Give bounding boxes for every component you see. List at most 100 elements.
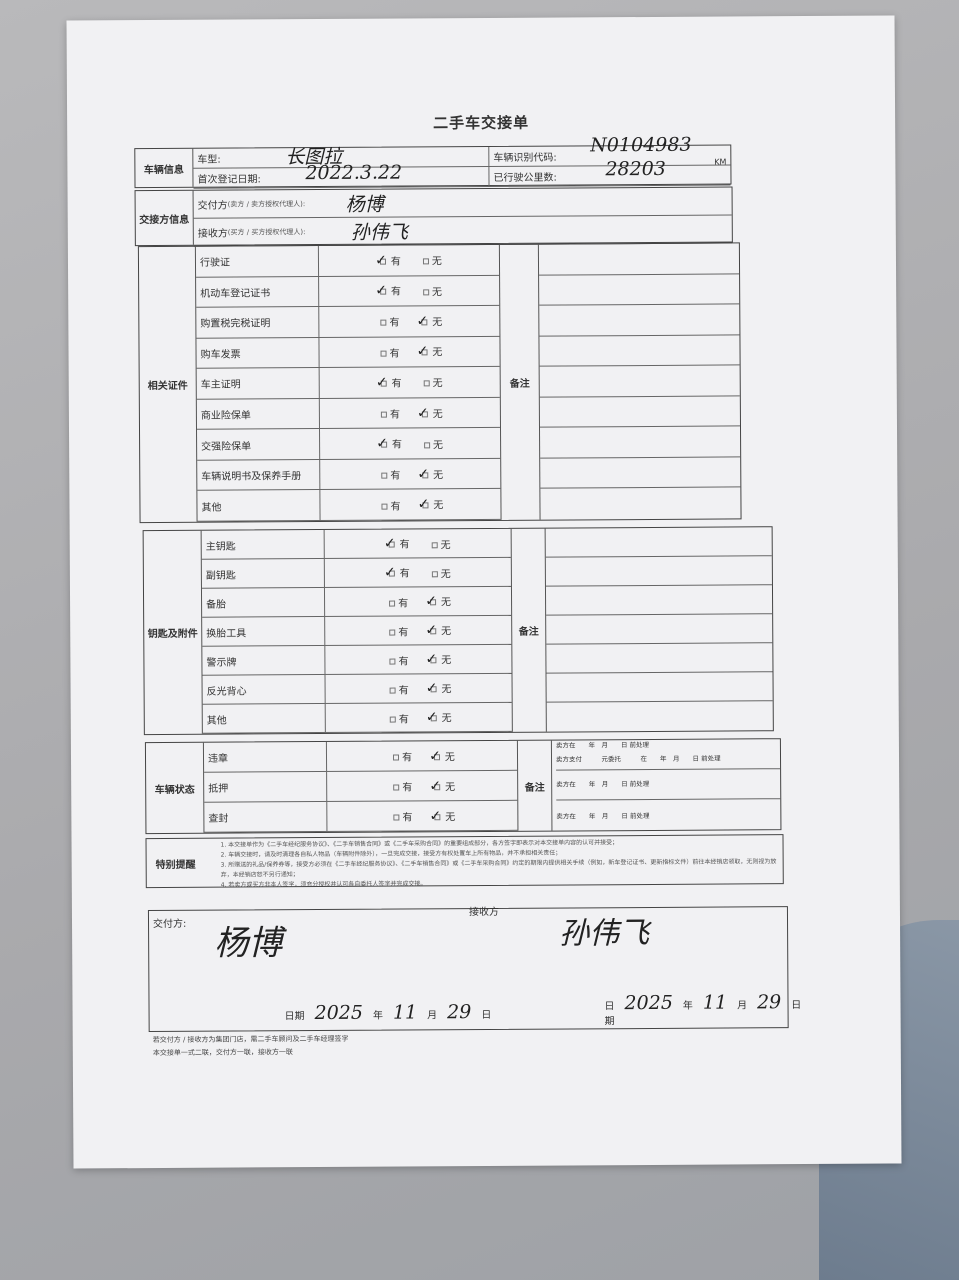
remark-line [540,488,740,520]
check-mark-icon: ✓ [429,747,441,764]
table-row: 行驶证 ✓ 有 无 [195,244,500,278]
option-label: 无 [432,347,443,359]
table-row: 警示牌 有 ✓ 无 [202,644,512,676]
option-label: 有 [398,597,409,610]
check-mark-icon: ✓ [375,252,387,269]
option-label: 无 [432,439,443,451]
check-cell: 有 ✓ 无 [325,645,511,674]
reg-date-value: 2022.3.22 [305,161,403,185]
remark-line [539,396,740,428]
keys-table: 钥匙及附件 主钥匙 ✓ 有无副钥匙 ✓ 有无备胎有 ✓ 无换胎工具有 ✓ 无警示牌有 ✓ 无反光背心… [142,526,774,736]
table-row: 主钥匙 ✓ 有 无 [201,528,511,560]
check-cell: 有 ✓ 无 [327,771,517,801]
option-no: ✓ 无 [416,313,442,329]
option-label: 无 [440,597,451,609]
option-no: ✓ 无 [425,622,451,638]
option-yes: 有 [381,467,400,482]
yes-no-checkbox: 有 ✓ 无 [324,496,500,513]
option-no: ✓ 无 [417,344,443,360]
mileage-unit: KM [714,157,727,167]
yes-no-checkbox: 有 ✓ 无 [330,709,512,726]
option-label: 有 [391,378,402,390]
option-yes: ✓ 有 [384,535,410,552]
remark-line [540,457,741,490]
option-yes: 有 [380,314,400,329]
check-mark-icon: ✓ [376,435,389,452]
option-yes: 有 [393,808,413,824]
vin-label: 车辆识别代码: [493,152,557,164]
option-label: 有 [390,286,402,298]
item-label: 购车发票 [196,337,320,368]
remark-label: 备注 [510,528,547,732]
yes-no-checkbox: 有 ✓ 无 [331,747,517,764]
option-label: 有 [402,752,413,764]
item-label: 副钥匙 [201,558,325,588]
receive-sign-label: 接收方 [468,906,499,919]
table-row: 反光背心 有 ✓ 无 [202,673,512,705]
option-label: 有 [399,568,410,580]
mileage-value: 28203 [605,157,666,181]
option-yes: 有 [389,681,409,696]
yes-no-checkbox: ✓ 有 无 [329,564,511,581]
yes-no-checkbox: ✓ 有 无 [324,374,500,391]
option-no: 无 [431,565,451,580]
checkbox-icon [389,716,396,723]
vehicle-info-section: 车辆信息 [135,148,194,188]
remark-line [545,556,772,587]
date-year: 2025 [314,1001,363,1025]
check-cell: 有 ✓ 无 [320,459,500,490]
table-row: 车辆说明书及保养手册 有 ✓ 无 [197,458,501,492]
item-label: 车主证明 [196,368,320,399]
deliver-signature: 杨博 [214,923,283,964]
footnote: 本交接单一式二联，交付方一联，接收方一联 [152,1048,293,1058]
option-yes: 有 [389,623,408,638]
option-label: 无 [432,378,443,390]
check-cell: ✓ 有 无 [319,245,499,276]
option-label: 有 [389,348,400,360]
check-cell: 有 ✓ 无 [320,398,500,429]
keys-section: 钥匙及附件 [143,530,203,735]
remark-note: 卖方在 年 月 日 前处理 [556,769,781,801]
documents-section: 相关证件 [138,246,198,523]
check-cell: 有 ✓ 无 [319,337,499,368]
item-label: 反光背心 [202,674,326,704]
item-label: 其他 [202,703,326,733]
check-cell: 有 ✓ 无 [326,674,512,703]
check-mark-icon: ✓ [417,465,430,483]
remark-line [547,701,773,731]
item-label: 交强险保单 [197,429,321,460]
checkbox-icon [422,258,429,265]
option-no: ✓ 无 [429,748,455,764]
option-no: 无 [422,253,442,268]
date-day: 29 [756,991,782,1014]
remark-line [539,365,740,398]
day-unit: 日 [791,1000,802,1012]
checkbox-icon [393,784,400,791]
check-mark-icon: ✓ [417,496,430,513]
checkbox-icon [389,658,396,665]
option-label: 无 [433,469,444,481]
checkbox-icon [389,687,396,694]
option-label: 无 [431,256,442,268]
table-row: 抵押 有 ✓ 无 [204,770,518,803]
deliver-label: 交付方 [197,200,228,212]
option-label: 无 [431,287,443,299]
checkbox-icon [389,600,396,607]
vehicle-info-table: 车辆信息 车型: 车辆识别代码: 首次登记日期: 已行驶公里数: 长图拉 N0104… [134,134,732,189]
check-mark-icon: ✓ [425,709,438,726]
date-label: 日期 [604,1001,615,1028]
option-no: ✓ 无 [417,405,443,421]
check-mark-icon: ✓ [425,651,438,668]
item-label: 备胎 [201,587,326,617]
item-label: 车辆说明书及保养手册 [197,459,321,491]
option-label: 无 [440,539,451,551]
yes-no-checkbox: 有 ✓ 无 [329,651,511,668]
table-row: 商业险保单 有 ✓ 无 [196,397,500,431]
table-row: 换胎工具 有 ✓ 无 [202,615,512,647]
option-no: 无 [431,536,451,551]
option-no: ✓ 无 [426,680,452,696]
option-no: ✓ 无 [429,778,455,794]
reminders-box: 特别提醒 1. 本交接单作为《二手车经纪服务协议》、《二手车销售合同》或《二手车… [145,834,784,889]
checkbox-icon [393,814,400,821]
item-label: 换胎工具 [202,616,326,646]
